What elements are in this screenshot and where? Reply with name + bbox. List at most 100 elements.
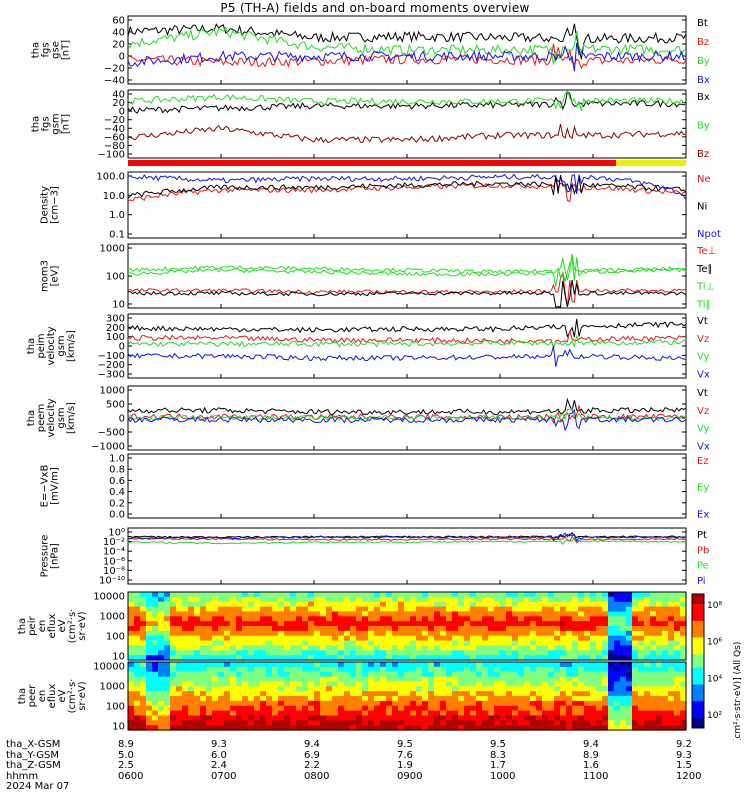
spec-cell <box>398 645 405 651</box>
spec-cell <box>566 601 573 608</box>
spec-cell <box>248 705 255 712</box>
spec-cell <box>386 630 393 637</box>
spec-cell <box>500 671 507 678</box>
spec-cell <box>224 691 231 697</box>
spec-cell <box>422 621 429 627</box>
spec-cell <box>494 671 501 678</box>
spec-cell <box>680 725 687 731</box>
panel-peim-velocity <box>127 313 687 379</box>
spec-cell <box>452 650 459 656</box>
spec-cell <box>416 611 423 617</box>
spec-cell <box>332 626 339 632</box>
spec-cell <box>644 691 651 697</box>
spec-cell <box>176 671 183 678</box>
spec-cell <box>212 621 219 627</box>
spec-cell <box>674 691 681 697</box>
spec-cell <box>182 705 189 712</box>
y-axis-label: tha <box>17 688 28 704</box>
spec-cell <box>458 666 465 673</box>
series-peim-velocity-Vy <box>127 334 687 350</box>
spec-cell <box>668 626 675 632</box>
spec-cell <box>434 630 441 637</box>
spec-cell <box>530 611 537 617</box>
spec-cell <box>404 621 411 627</box>
spec-cell <box>266 720 273 726</box>
spec-cell <box>680 630 687 637</box>
spec-cell <box>374 592 381 598</box>
spec-cell <box>470 616 477 622</box>
spec-cell <box>524 696 531 702</box>
spec-cell <box>194 691 201 697</box>
spec-cell <box>158 626 165 632</box>
spec-cell <box>290 686 297 692</box>
spec-cell <box>182 616 189 622</box>
spec-cell <box>524 592 531 598</box>
spec-cell <box>374 626 381 632</box>
spec-cell <box>650 606 657 613</box>
spec-cell <box>380 696 387 702</box>
spec-cell <box>260 715 267 721</box>
spec-cell <box>368 715 375 721</box>
spec-cell <box>440 681 447 687</box>
spec-cell <box>560 696 567 702</box>
spec-cell <box>368 645 375 651</box>
spec-cell <box>140 710 147 717</box>
spec-cell <box>488 626 495 632</box>
spec-cell <box>440 696 447 702</box>
spec-cell <box>530 601 537 608</box>
spec-cell <box>668 650 675 656</box>
spec-cell <box>338 640 345 647</box>
series-fgs-gsm-Bz <box>127 123 687 144</box>
spec-cell <box>158 676 165 683</box>
spec-cell <box>458 725 465 731</box>
spec-cell <box>158 601 165 608</box>
spec-cell <box>224 710 231 717</box>
spec-cell <box>596 705 603 712</box>
spec-cell <box>254 630 261 637</box>
spec-cell <box>332 705 339 712</box>
spec-cell <box>656 671 663 678</box>
spec-cell <box>662 596 669 603</box>
spec-cell <box>602 635 609 642</box>
spec-cell <box>608 596 615 603</box>
spec-cell <box>590 710 597 717</box>
spec-cell <box>248 691 255 697</box>
spec-cell <box>428 715 435 721</box>
spec-cell <box>260 611 267 617</box>
spec-cell <box>326 666 333 673</box>
spec-cell <box>386 671 393 678</box>
spec-cell <box>272 710 279 717</box>
spec-cell <box>206 640 213 647</box>
spec-cell <box>578 626 585 632</box>
colorbar-swatch <box>692 600 704 605</box>
spec-cell <box>170 606 177 613</box>
spec-cell <box>128 681 135 687</box>
spec-cell <box>350 696 357 702</box>
spec-cell <box>506 655 513 661</box>
spec-cell <box>350 635 357 642</box>
spec-cell <box>146 611 153 617</box>
spec-cell <box>680 676 687 683</box>
spec-cell <box>602 621 609 627</box>
spec-cell <box>470 630 477 637</box>
spec-cell <box>176 601 183 608</box>
spec-cell <box>206 720 213 726</box>
spec-cell <box>242 640 249 647</box>
spec-cell <box>320 666 327 673</box>
spec-cell <box>434 645 441 651</box>
spec-cell <box>224 705 231 712</box>
spec-cell <box>188 725 195 731</box>
spec-cell <box>644 655 651 661</box>
spec-cell <box>380 655 387 661</box>
spec-cell <box>506 691 513 697</box>
spec-cell <box>200 655 207 661</box>
spec-cell <box>524 715 531 721</box>
spec-cell <box>416 725 423 731</box>
spec-cell <box>194 626 201 632</box>
spec-cell <box>488 621 495 627</box>
spec-cell <box>182 630 189 637</box>
spec-cell <box>452 592 459 598</box>
spec-cell <box>230 686 237 692</box>
spec-cell <box>470 720 477 726</box>
spec-cell <box>410 700 417 707</box>
